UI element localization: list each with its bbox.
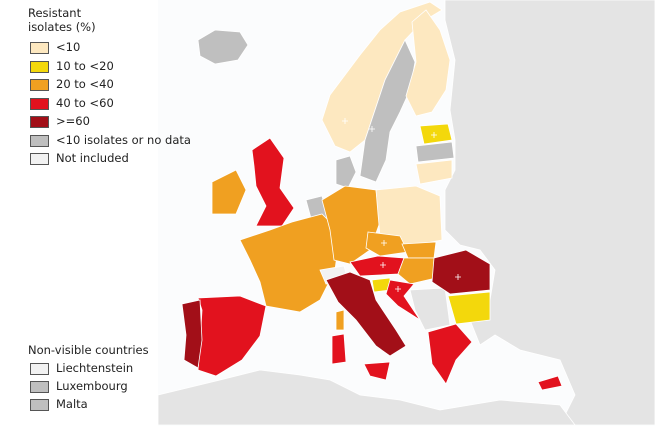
lithuania bbox=[415, 159, 453, 185]
bulgaria bbox=[447, 291, 491, 325]
non-visible-title: Non-visible countries bbox=[28, 343, 149, 357]
hungary bbox=[397, 257, 437, 285]
legend-label: Malta bbox=[56, 397, 88, 411]
legend-swatch bbox=[30, 79, 49, 91]
cyprus bbox=[537, 375, 563, 391]
iceland bbox=[197, 29, 249, 65]
legend-label: 10 to <20 bbox=[56, 58, 114, 73]
greece bbox=[427, 323, 473, 385]
latvia bbox=[415, 141, 455, 163]
legend-swatch bbox=[30, 399, 49, 411]
portugal bbox=[181, 299, 203, 369]
legend-swatch bbox=[30, 42, 49, 54]
croatia bbox=[385, 279, 421, 321]
slovakia bbox=[401, 241, 437, 259]
finland bbox=[405, 9, 451, 117]
estonia bbox=[419, 123, 453, 145]
legend-swatch bbox=[30, 363, 49, 375]
sicily bbox=[363, 361, 391, 381]
asterisks bbox=[342, 118, 461, 292]
legend-label: >=60 bbox=[56, 114, 90, 128]
legend-swatch bbox=[30, 116, 49, 128]
denmark bbox=[335, 155, 357, 189]
legend-swatch bbox=[30, 60, 49, 73]
legend-label: 40 to <60 bbox=[56, 95, 114, 110]
legend-label: 20 to <40 bbox=[56, 77, 114, 91]
legend-label: Liechtenstein bbox=[56, 361, 134, 375]
legend-label: Luxembourg bbox=[56, 379, 128, 393]
legend-label: <10 isolates or no data bbox=[56, 132, 191, 147]
legend-swatch bbox=[30, 134, 49, 147]
legend-label: Not included bbox=[56, 151, 129, 165]
italy bbox=[325, 271, 407, 357]
legend-title: Resistant isolates (%) bbox=[28, 6, 96, 34]
sardinia bbox=[331, 333, 347, 365]
non-eu-land bbox=[157, 369, 576, 426]
ireland bbox=[211, 169, 247, 215]
corsica bbox=[335, 309, 345, 331]
legend-label: <10 bbox=[56, 40, 81, 54]
legend-swatch bbox=[30, 153, 49, 165]
france bbox=[239, 213, 341, 313]
non-eu-land bbox=[444, 0, 656, 426]
romania bbox=[431, 249, 491, 295]
legend-swatch bbox=[30, 97, 49, 110]
czechia bbox=[365, 231, 409, 257]
legend-swatch bbox=[30, 381, 49, 393]
